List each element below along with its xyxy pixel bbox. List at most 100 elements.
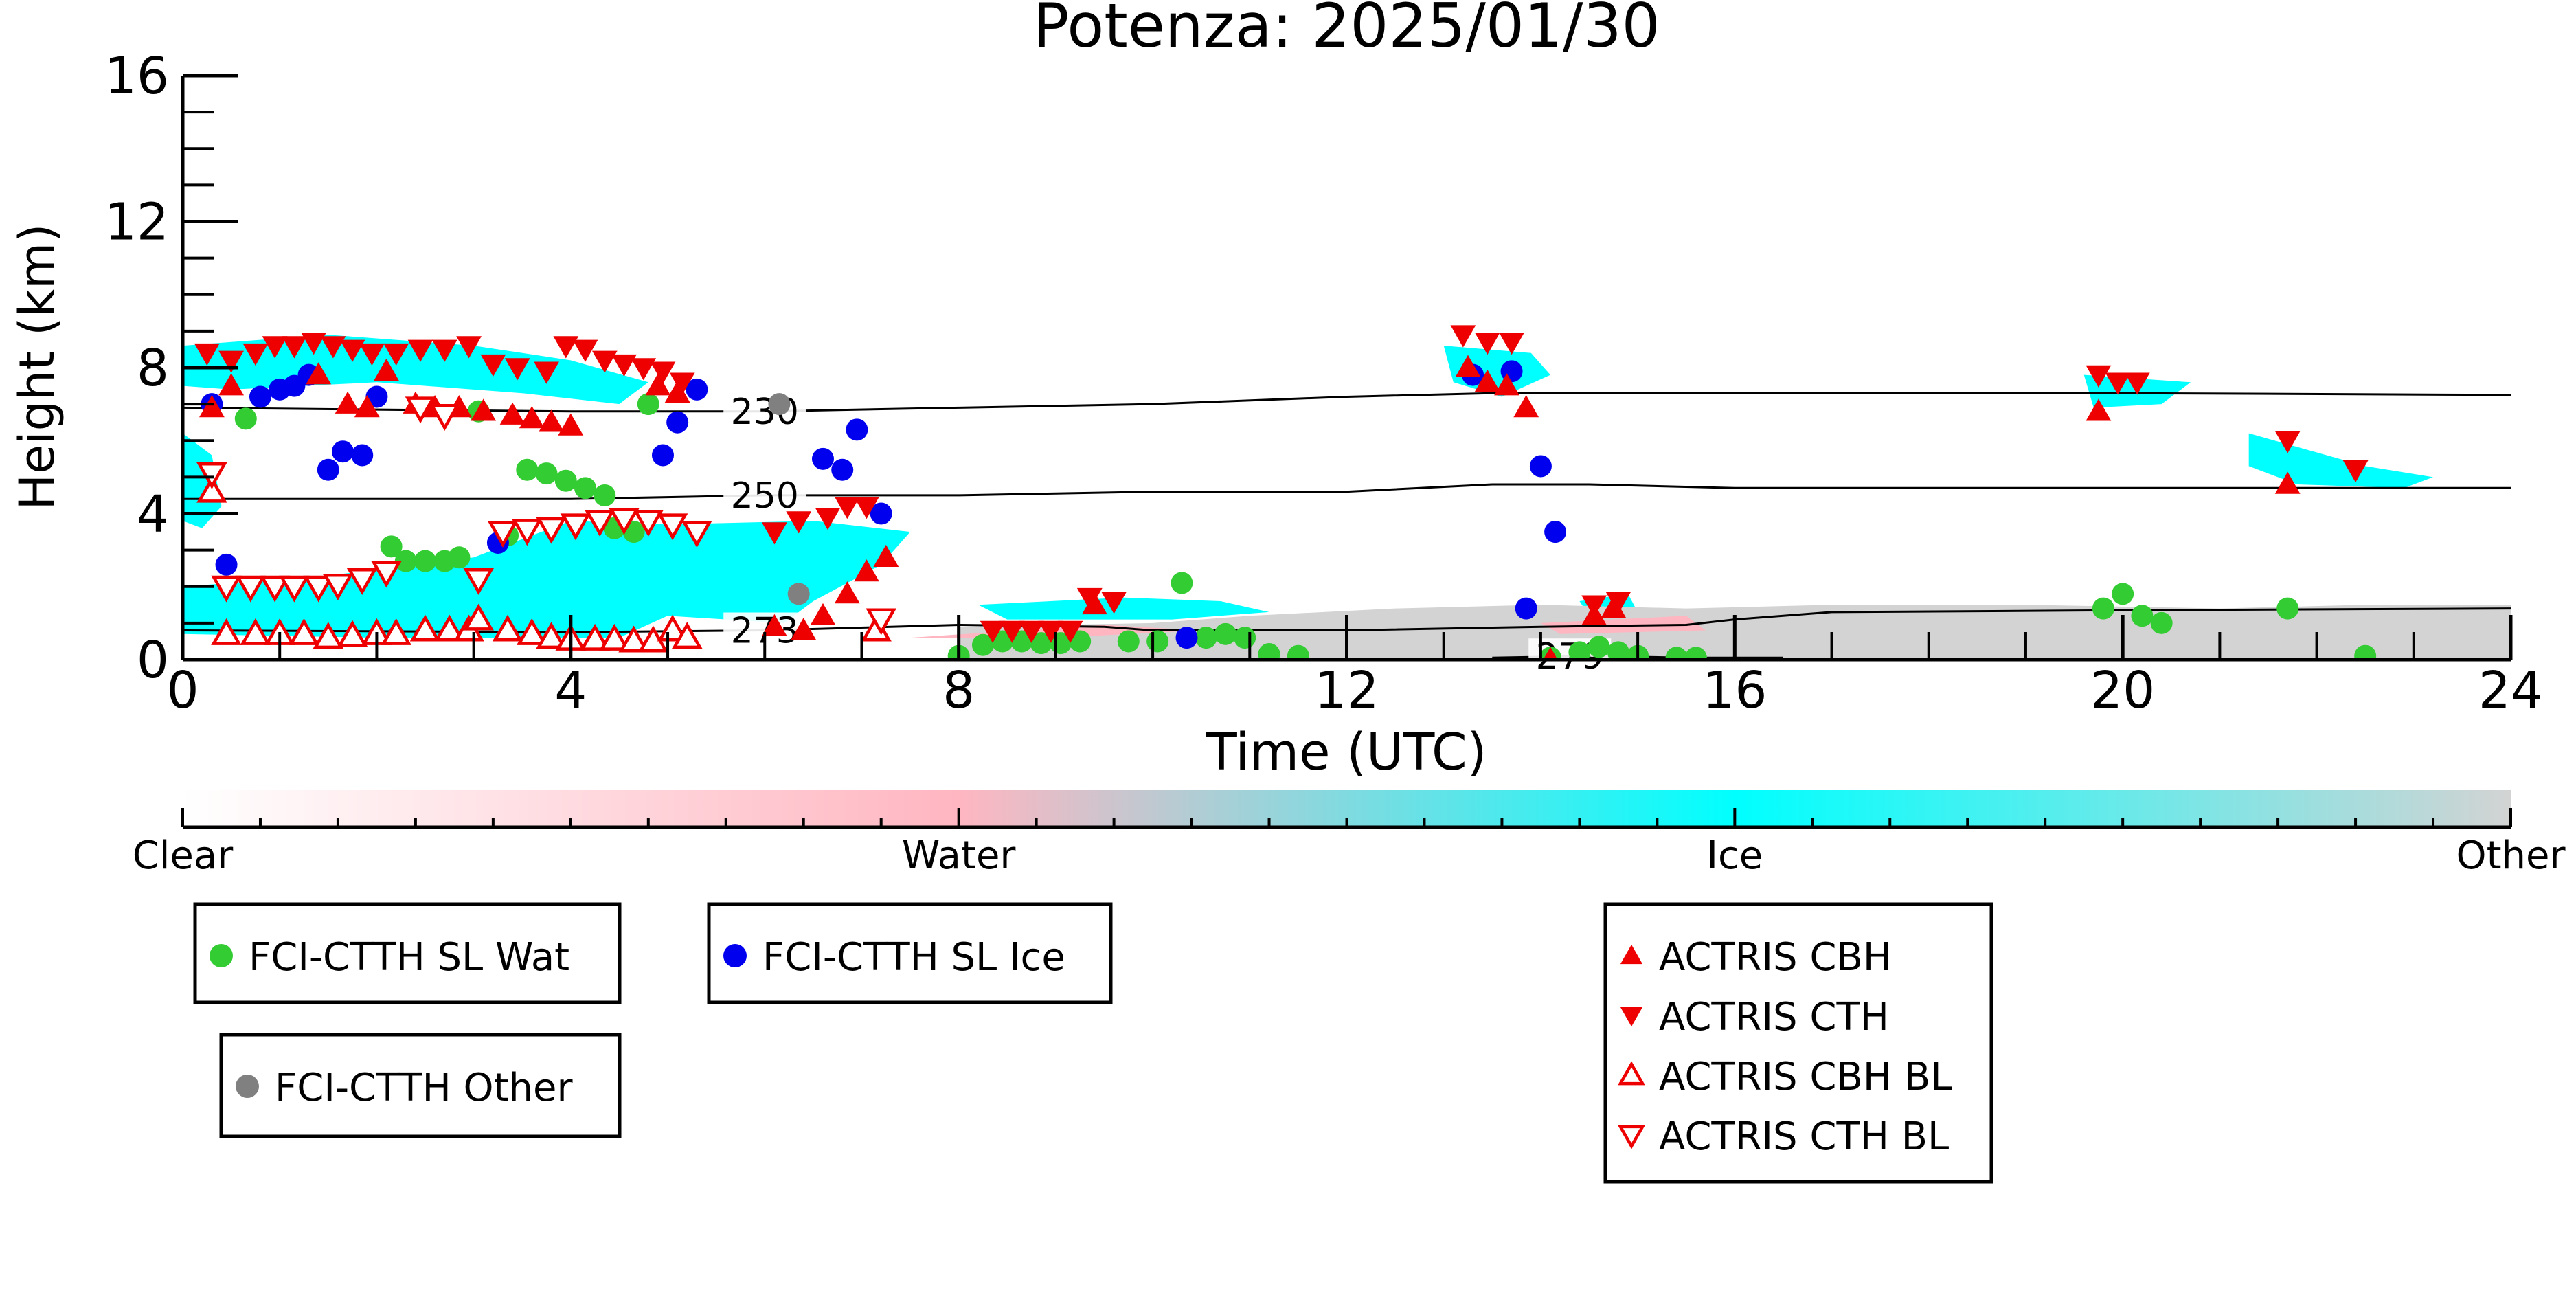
data-point (2342, 460, 2369, 483)
data-point (681, 521, 712, 548)
data-point (2105, 372, 2131, 395)
data-point (234, 407, 257, 430)
data-point (1665, 647, 1688, 660)
data-point (2086, 398, 2112, 421)
region-ice (183, 521, 911, 638)
data-point (846, 418, 868, 441)
data-point (487, 521, 519, 548)
data-point (686, 378, 708, 401)
data-point (637, 393, 659, 416)
data-point (409, 614, 441, 642)
data-point (492, 614, 523, 642)
legend-frame (1603, 902, 1993, 1184)
data-point (1076, 587, 1103, 611)
legend-label: FCI-CTTH Other (275, 1066, 573, 1110)
data-point (1601, 596, 1627, 618)
series-fci-ctth-sl-wat (234, 393, 2377, 660)
x-axis-label: Time (UTC) (1205, 723, 1487, 782)
data-point (1607, 641, 1629, 660)
data-point (618, 625, 649, 653)
data-point (831, 458, 854, 481)
data-point (1568, 641, 1591, 660)
data-point (1605, 592, 1631, 614)
legend-frame (193, 902, 622, 1004)
legends: FCI-CTTH SL Wat FCI-CTTH SL Ice FCI-CTTH O… (193, 902, 1993, 1184)
data-point (194, 343, 220, 366)
data-point (331, 440, 354, 463)
data-point (591, 350, 618, 373)
legend-box: FCI-CTTH Other (219, 1033, 622, 1138)
data-point (317, 458, 339, 481)
x-tick-label: 12 (1314, 661, 1379, 720)
data-point (762, 614, 787, 636)
data-point (211, 575, 242, 603)
data-point (536, 622, 567, 649)
legend-marker (1620, 1007, 1643, 1027)
data-point (2150, 611, 2173, 634)
data-point (1450, 325, 1476, 348)
data-point (866, 608, 896, 636)
x-tick-label: 0 (166, 661, 199, 720)
data-point (259, 575, 291, 603)
data-point (383, 343, 409, 366)
data-point (463, 568, 494, 596)
data-point (279, 575, 310, 603)
data-point (434, 614, 465, 642)
data-point (1474, 369, 1500, 392)
data-point (1195, 627, 1217, 649)
data-point (1513, 395, 1539, 418)
legend-marker (1620, 944, 1643, 965)
data-point (572, 339, 598, 362)
data-point (651, 444, 674, 467)
y-tick-label: 12 (104, 193, 169, 252)
region-ice (183, 433, 222, 528)
data-point (359, 343, 385, 366)
data-point (594, 484, 616, 506)
contour-label: 250 (731, 475, 799, 517)
y-tick-label: 4 (137, 485, 169, 544)
legend-label: ACTRIS CTH (1659, 995, 1889, 1040)
data-point (584, 510, 615, 537)
data-point (517, 618, 547, 645)
region-ice (978, 597, 1269, 620)
data-point (791, 618, 817, 640)
legend-frame (219, 1033, 622, 1138)
data-point (535, 462, 558, 485)
data-point (811, 447, 834, 470)
data-point (380, 535, 403, 558)
data-point (249, 385, 271, 408)
data-point (2274, 431, 2301, 453)
data-point (666, 411, 689, 434)
data-point (633, 510, 664, 537)
data-point (346, 568, 378, 596)
data-point (657, 614, 688, 642)
data-point (337, 620, 368, 647)
data-point (371, 561, 402, 588)
data-point (235, 575, 267, 603)
data-point (536, 517, 567, 544)
data-point (579, 623, 611, 651)
data-point (480, 354, 506, 377)
data-point (354, 395, 380, 418)
data-point (1146, 630, 1169, 653)
data-point (1455, 355, 1481, 377)
series-fci-ctth-other (768, 393, 810, 605)
data-point (599, 623, 630, 651)
data-point (1581, 595, 1607, 618)
y-tick-label: 0 (137, 631, 169, 690)
data-point (1544, 521, 1567, 543)
data-point (787, 583, 810, 605)
data-point (463, 603, 494, 631)
data-point (971, 633, 994, 656)
data-point (560, 513, 591, 541)
data-point (554, 469, 577, 492)
data-point (320, 336, 346, 359)
contour-label-bg (723, 477, 806, 513)
colorbar: Clear Water Ice Other (133, 790, 2566, 878)
data-point (539, 409, 564, 432)
data-point (456, 336, 482, 359)
data-point (1588, 636, 1610, 658)
y-tick-label: 8 (137, 339, 169, 398)
data-point (657, 513, 688, 541)
series-actris-cth-bl (196, 396, 896, 636)
